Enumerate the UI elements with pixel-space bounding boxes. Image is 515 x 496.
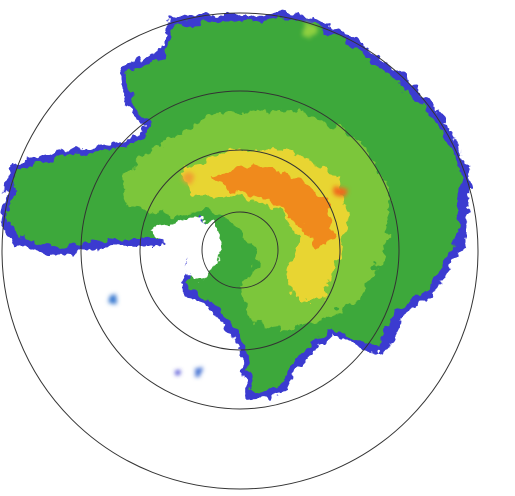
range-rings: [1, 12, 479, 490]
echo-gap: [150, 218, 222, 282]
range-ring: [1, 12, 479, 490]
range-ring: [80, 90, 400, 410]
range-ring: [201, 211, 279, 289]
echo-cell: [184, 172, 196, 184]
echo-cell: [333, 185, 347, 199]
echo-cell: [175, 369, 181, 375]
echo-cell: [194, 368, 202, 376]
echo-orange: [210, 165, 335, 248]
echo-cells: [109, 22, 347, 376]
range-ring: [139, 149, 341, 351]
echo-cell: [109, 294, 117, 302]
echo-cell: [302, 22, 318, 38]
echo-field: [0, 12, 470, 400]
